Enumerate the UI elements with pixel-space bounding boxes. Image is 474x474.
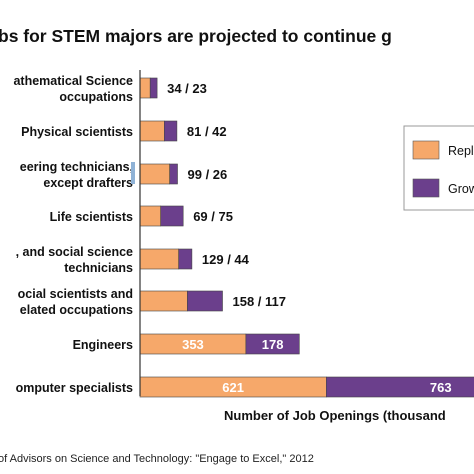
bar-value-label: 158 / 117 — [233, 294, 287, 309]
bar-replacement — [139, 120, 165, 142]
legend-box — [403, 125, 474, 211]
bar-growth — [160, 205, 184, 227]
category-label: ocial scientists and — [18, 287, 133, 301]
category-label: omputer specialists — [16, 381, 133, 395]
bar-group: athematical Science occupations 34 / 23 — [13, 74, 206, 104]
bar-group: Life scientists 69 / 75 — [50, 205, 233, 227]
legend-label-repl: Repl — [448, 144, 474, 158]
bar-value-label: 69 / 75 — [193, 209, 233, 224]
bar-value-label: 129 / 44 — [202, 252, 250, 267]
bar-value-label: 34 / 23 — [167, 81, 207, 96]
x-axis-title: Number of Job Openings (thousand — [224, 408, 446, 423]
bar-value-label: 178 — [262, 337, 284, 352]
bar-growth — [164, 120, 178, 142]
source-note: of Advisors on Science and Technology: "… — [0, 453, 314, 465]
bar-value-label: 81 / 42 — [187, 124, 227, 139]
bar-group: omputer specialists 621 763 — [16, 376, 474, 398]
bar-value-label: 621 — [222, 380, 244, 395]
legend: Repl Grow — [403, 125, 474, 211]
chart-title: bs for STEM majors are projected to cont… — [0, 26, 392, 46]
category-label: , and social science — [16, 245, 133, 259]
bar-group: ocial scientists and elated occupations 15… — [18, 287, 286, 317]
category-label: eering technicians, — [20, 160, 133, 174]
bar-group: Physical scientists 81 / 42 — [21, 120, 227, 142]
category-label: occupations — [59, 90, 133, 104]
legend-swatch-grow — [412, 178, 440, 198]
bar-value-label: 99 / 26 — [188, 167, 228, 182]
legend-swatch-repl — [412, 140, 440, 160]
category-label: technicians — [64, 261, 133, 275]
category-label: athematical Science — [13, 74, 133, 88]
bar-growth — [245, 333, 300, 355]
category-label: Life scientists — [50, 210, 133, 224]
highlight-accent — [131, 162, 135, 184]
bar-replacement — [139, 248, 180, 270]
bar-value-label: 353 — [182, 337, 204, 352]
bar-replacement — [139, 205, 162, 227]
legend-label-grow: Grow — [448, 182, 474, 196]
bar-replacement — [139, 77, 151, 99]
bar-growth — [187, 290, 223, 312]
bar-replacement — [139, 290, 188, 312]
bar-growth — [325, 376, 474, 398]
bar-group: , and social science technicians 129 / 44 — [16, 245, 250, 275]
bar-growth — [149, 77, 158, 99]
bar-growth — [169, 163, 178, 185]
category-label: elated occupations — [20, 303, 133, 317]
category-label: Physical scientists — [21, 125, 133, 139]
bar-group: eering technicians, except drafters 99 / 2… — [20, 160, 228, 190]
category-label: except drafters — [43, 176, 133, 190]
bar-growth — [178, 248, 193, 270]
bar-value-label: 763 — [430, 380, 452, 395]
category-label: Engineers — [73, 338, 133, 352]
bar-replacement — [139, 163, 171, 185]
bar-group: Engineers 353 178 — [73, 333, 300, 355]
